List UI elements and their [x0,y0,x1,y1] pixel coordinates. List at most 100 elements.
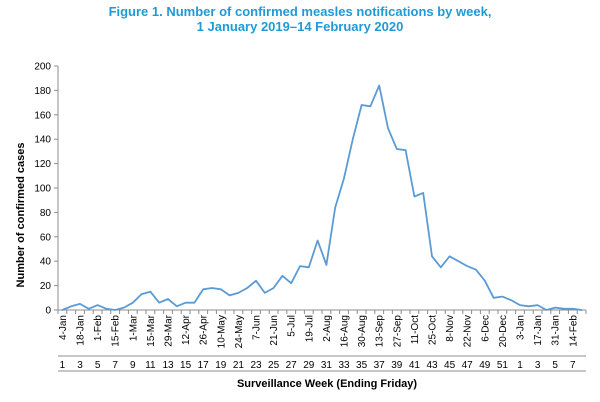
data-point [184,302,186,304]
x-date-label: 2-Aug [322,315,333,342]
x-date-label: 1-Feb [93,315,104,342]
data-point [202,288,204,290]
data-point [334,206,336,208]
data-point [316,239,318,241]
x-week-label: 43 [426,360,438,371]
x-date-label: 22-Nov [463,315,474,347]
x-week-label: 19 [215,360,227,371]
x-week-label: 3 [77,360,83,371]
x-week-label: 35 [356,360,368,371]
y-tick-label: 0 [45,306,51,317]
y-axis-ticks: 0 20 40 60 80 100 120 140 160 180 200 [34,62,58,317]
x-date-label: 6-Dec [480,315,491,342]
data-point [167,298,169,300]
x-week-label: 49 [479,360,491,371]
data-point [79,303,81,305]
x-week-label: 3 [535,360,541,371]
data-point [281,275,283,277]
x-date-label: 31-Jan [551,315,562,346]
data-point [114,309,116,311]
x-week-label: 41 [409,360,421,371]
x-date-label: 5-Jul [287,315,298,337]
data-point [387,127,389,129]
x-date-label: 21-Jun [269,315,280,346]
y-tick-label: 140 [34,135,51,146]
series-line [61,84,583,311]
data-point [176,305,178,307]
x-date-label: 4-Jan [58,315,69,340]
x-week-label: 27 [286,360,298,371]
data-point [343,177,345,179]
data-point [528,305,530,307]
data-point [457,260,459,262]
data-point [61,309,63,311]
data-point [237,292,239,294]
x-week-label: 7 [112,360,118,371]
x-week-label: 25 [268,360,280,371]
data-point [123,306,125,308]
x-week-label: 13 [162,360,174,371]
x-date-label: 7-Jun [252,315,263,340]
x-date-label: 26-Apr [199,314,210,345]
x-axis-week-labels: 1 3 5 7 9 11 13 15 17 19 21 23 25 27 29 31 33 35 37 39 41 43 4… [60,360,576,371]
data-point [466,265,468,267]
data-point [220,288,222,290]
data-point [88,308,90,310]
x-date-label: 13-Sep [375,315,386,348]
x-date-label: 8-Nov [445,315,456,342]
y-tick-label: 40 [40,257,52,268]
x-week-label: 5 [552,360,558,371]
y-axis-title: Number of confirmed cases [15,143,27,288]
data-point [264,292,266,294]
x-week-label: 47 [462,360,474,371]
data-point [140,293,142,295]
x-week-label: 11 [145,360,156,371]
x-week-label: 1 [60,360,66,371]
x-date-label: 30-Aug [357,315,368,347]
data-point [545,309,547,311]
x-date-label: 19-Jul [304,315,315,342]
data-point [290,282,292,284]
data-point [510,299,512,301]
data-point [536,304,538,306]
data-point [378,84,380,86]
y-tick-label: 20 [40,281,52,292]
data-point [563,308,565,310]
data-point [492,297,494,299]
data-point [554,306,556,308]
x-date-label: 25-Oct [428,315,439,345]
x-date-label: 20-Dec [498,315,509,347]
x-date-label: 15-Mar [146,314,157,346]
data-point [352,138,354,140]
x-axis-title: Surveillance Week (Ending Friday) [237,378,417,390]
data-point [369,105,371,107]
data-point [193,302,195,304]
x-week-label: 23 [250,360,262,371]
x-week-label: 5 [95,360,101,371]
data-point [580,309,582,311]
x-date-label: 29-Mar [164,314,175,346]
data-point [149,291,151,293]
y-tick-label: 60 [40,232,52,243]
y-tick-label: 120 [34,159,51,170]
series [61,84,583,311]
axes [57,66,587,372]
data-point [440,266,442,268]
data-point [448,255,450,257]
x-week-label: 15 [180,360,192,371]
data-point [246,287,248,289]
x-date-label: 18-Jan [76,315,87,346]
data-point [272,287,274,289]
data-point [70,305,72,307]
y-tick-label: 100 [34,184,51,195]
x-week-label: 33 [338,360,350,371]
x-week-label: 1 [517,360,523,371]
x-date-label: 12-Apr [181,314,192,345]
x-week-label: 21 [233,360,245,371]
data-point [501,295,503,297]
data-point [211,287,213,289]
x-date-label: 15-Feb [111,315,122,347]
x-week-label: 31 [321,360,333,371]
data-point [96,304,98,306]
